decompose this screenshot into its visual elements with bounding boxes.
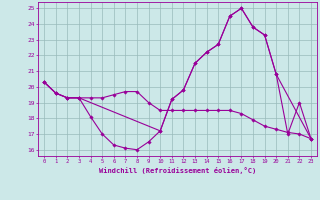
X-axis label: Windchill (Refroidissement éolien,°C): Windchill (Refroidissement éolien,°C) xyxy=(99,167,256,174)
